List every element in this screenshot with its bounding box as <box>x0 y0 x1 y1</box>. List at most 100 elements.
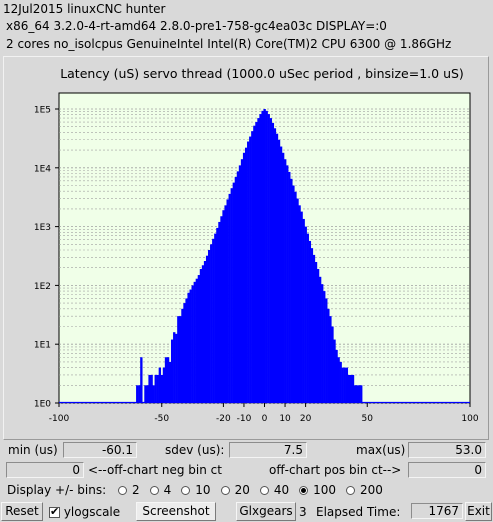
histogram-bar <box>183 303 186 403</box>
histogram-bar <box>253 125 256 403</box>
histogram-bar <box>331 326 334 403</box>
bins-option-4[interactable]: 4 <box>149 483 172 497</box>
histogram-bar <box>281 152 285 403</box>
max-value-field: 53.0 <box>408 442 486 458</box>
x-tick-label: -20 <box>216 414 231 424</box>
histogram-bar <box>238 165 242 403</box>
histogram-bar <box>138 385 141 403</box>
histogram-bar <box>273 128 277 403</box>
histogram-bar <box>306 233 309 403</box>
histogram-bar <box>292 185 295 403</box>
histogram-bar <box>154 374 157 403</box>
histogram-bar <box>298 205 301 403</box>
y-tick-label: 1E2 <box>34 282 51 292</box>
elapsed-time-field: 1767 <box>411 503 463 519</box>
radio-button[interactable] <box>346 485 356 495</box>
histogram-bar <box>345 367 349 403</box>
histogram-bar <box>290 178 293 403</box>
bins-option-label: 10 <box>195 483 211 497</box>
histogram-bar <box>277 139 281 403</box>
elapsed-time-label: Elapsed Time: <box>316 505 401 519</box>
histogram-bar <box>351 374 355 403</box>
radio-button[interactable] <box>259 485 269 495</box>
histogram-bar <box>228 193 231 403</box>
histogram-bar <box>257 118 260 404</box>
histogram-bar <box>310 248 314 403</box>
y-tick-label: 1E0 <box>34 400 51 410</box>
bins-option-label: 100 <box>313 483 337 497</box>
ylogscale-toggle[interactable]: ylogscale <box>49 505 120 519</box>
pos-bin-label: off-chart pos bin ct--> <box>269 463 402 477</box>
pos-bin-value-field: 0 <box>408 462 486 478</box>
max-label: max(us) <box>356 443 406 457</box>
histogram-bar <box>240 159 244 403</box>
radio-button[interactable] <box>118 485 127 495</box>
histogram-bar <box>296 198 299 403</box>
histogram-bar <box>181 308 184 403</box>
histogram-bar <box>308 240 312 403</box>
histogram-bar <box>312 254 316 403</box>
histogram-bar <box>321 284 324 403</box>
neg-bin-value-field: 0 <box>6 462 84 478</box>
histogram-bar <box>275 133 279 403</box>
radio-button[interactable] <box>220 485 230 495</box>
histogram-bar <box>136 385 139 403</box>
histogram-bar <box>242 152 246 403</box>
bins-option-label: 2 <box>132 483 140 497</box>
bins-option-label: 200 <box>360 483 383 497</box>
bins-option-10[interactable]: 10 <box>181 483 211 497</box>
bins-option-20[interactable]: 20 <box>220 483 250 497</box>
chart-title: Latency (uS) servo thread (1000.0 uSec p… <box>60 66 464 81</box>
screenshot-button[interactable]: Screenshot <box>136 502 216 521</box>
reset-button[interactable]: Reset <box>1 502 43 521</box>
histogram-bar <box>267 114 270 403</box>
histogram-bar <box>335 349 338 403</box>
exit-button[interactable]: Exit <box>465 502 492 521</box>
histogram-bar <box>358 385 361 403</box>
histogram-bar <box>199 269 203 403</box>
histogram-bar <box>187 292 190 403</box>
x-tick-label: -10 <box>237 414 252 424</box>
radio-button[interactable] <box>299 485 309 495</box>
x-tick-label: 0 <box>262 414 268 424</box>
histogram-bar <box>168 361 172 403</box>
bins-option-label: 4 <box>163 483 172 497</box>
ylogscale-checkbox[interactable] <box>49 505 60 519</box>
radio-button[interactable] <box>181 485 191 495</box>
histogram-bar <box>150 374 153 403</box>
histogram-bar <box>333 339 336 403</box>
histogram-bar <box>259 114 262 403</box>
histogram-bar <box>140 357 143 403</box>
histogram-bar <box>304 226 307 403</box>
bins-option-2[interactable]: 2 <box>118 483 140 497</box>
histogram-bar <box>158 367 162 403</box>
histogram-bar <box>325 298 328 403</box>
histogram-bar <box>173 332 176 403</box>
glxgears-button[interactable]: Glxgears <box>236 502 296 521</box>
histogram-bar <box>189 289 192 403</box>
histogram-bar <box>185 298 188 403</box>
histogram-bar <box>263 109 266 403</box>
system-info: x86_64 3.2.0-4-rt-amd64 2.8.0-pre1-758-g… <box>6 19 387 33</box>
histogram-bar <box>343 367 346 403</box>
radio-button[interactable] <box>149 485 159 495</box>
histogram-bar <box>179 316 182 403</box>
histogram-bar <box>216 227 219 403</box>
histogram-bar <box>269 118 272 404</box>
histogram-bar <box>323 291 326 403</box>
histogram-bar <box>271 122 275 403</box>
histogram-bar <box>284 159 287 403</box>
histogram-bar <box>294 191 297 403</box>
histogram-bar <box>220 216 223 403</box>
bins-option-200[interactable]: 200 <box>346 483 383 497</box>
histogram-bar <box>339 361 342 403</box>
histogram-bar <box>214 233 217 403</box>
bins-option-100[interactable]: 100 <box>299 483 336 497</box>
histogram-bar <box>355 385 359 403</box>
histogram-bar <box>279 146 283 403</box>
bins-option-40[interactable]: 40 <box>259 483 289 497</box>
histogram-bar <box>316 269 320 403</box>
histogram-bar <box>144 385 147 403</box>
histogram-bar <box>203 260 207 403</box>
histogram-bar <box>347 374 351 403</box>
